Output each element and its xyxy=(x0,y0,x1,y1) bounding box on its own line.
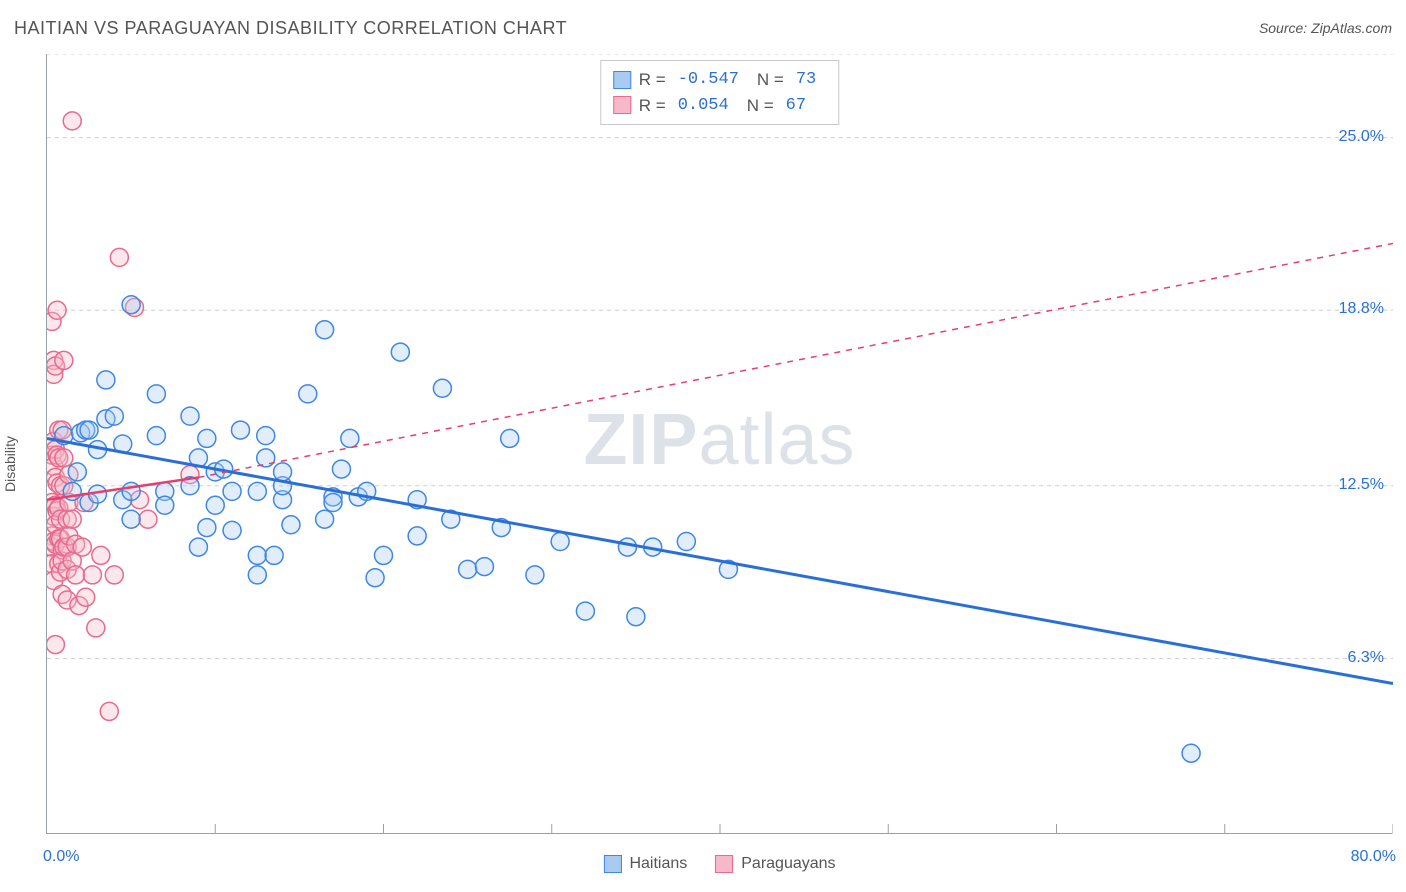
legend-label: Paraguayans xyxy=(741,855,835,873)
y-tick-label: 18.8% xyxy=(1314,300,1384,318)
chart-header: HAITIAN VS PARAGUAYAN DISABILITY CORRELA… xyxy=(14,18,1392,48)
series-swatch xyxy=(715,855,733,873)
y-axis-label: Disability xyxy=(2,436,18,492)
y-tick-label: 6.3% xyxy=(1314,649,1384,667)
legend-label: Haitians xyxy=(629,855,687,873)
scatter-plot: ZIPatlas R =-0.547N =73R =0.054N =67 Hai… xyxy=(46,54,1392,834)
stats-row: R =-0.547N =73 xyxy=(613,67,827,93)
y-tick-label: 12.5% xyxy=(1314,476,1384,494)
series-swatch xyxy=(613,71,631,89)
plot-svg xyxy=(47,54,1393,834)
stats-row: R =0.054N =67 xyxy=(613,93,827,119)
stats-legend-box: R =-0.547N =73R =0.054N =67 xyxy=(600,60,840,125)
legend-item: Haitians xyxy=(603,855,687,873)
series-swatch xyxy=(613,96,631,114)
series-legend: Haitians Paraguayans xyxy=(603,855,835,873)
legend-item: Paraguayans xyxy=(715,855,835,873)
chart-title: HAITIAN VS PARAGUAYAN DISABILITY CORRELA… xyxy=(14,18,567,38)
x-tick-label: 0.0% xyxy=(43,848,79,866)
x-tick-label: 80.0% xyxy=(1351,848,1396,866)
plot-container: Disability ZIPatlas R =-0.547N =73R =0.0… xyxy=(14,54,1392,874)
series-swatch xyxy=(603,855,621,873)
y-tick-label: 25.0% xyxy=(1314,128,1384,146)
source-credit: Source: ZipAtlas.com xyxy=(1259,20,1392,36)
